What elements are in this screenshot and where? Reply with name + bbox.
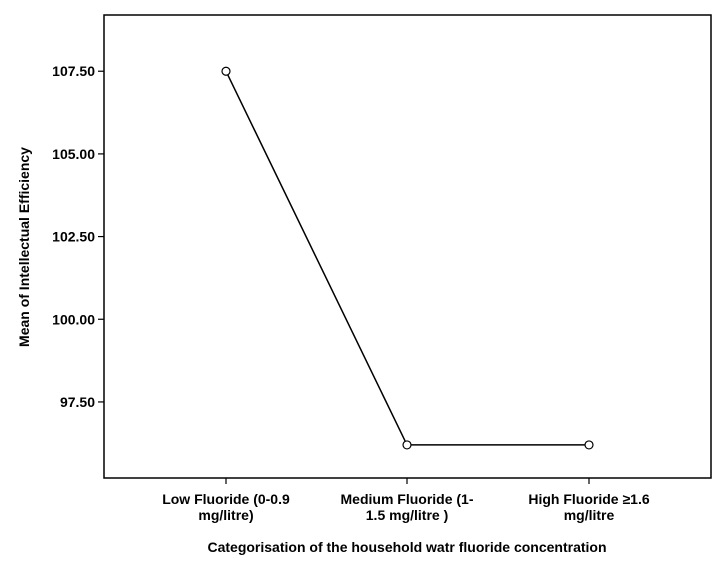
x-tick-label-line: Low Fluoride (0-0.9 (162, 491, 290, 507)
y-axis: 97.50 100.00 102.50 105.00 107.50 (52, 63, 104, 410)
y-tick-label: 105.00 (52, 146, 95, 162)
x-tick-label-line: mg/litre) (198, 507, 253, 523)
x-tick-label-line: mg/litre (564, 507, 615, 523)
y-tick-label: 107.50 (52, 63, 95, 79)
x-axis: Low Fluoride (0-0.9 mg/litre) Medium Fluor… (162, 478, 650, 523)
data-point (584, 440, 594, 450)
x-tick-label: Low Fluoride (0-0.9 mg/litre) (162, 491, 290, 523)
plot-frame (103, 14, 712, 479)
data-point (402, 440, 412, 450)
x-axis-title: Categorisation of the household watr flu… (207, 539, 606, 555)
series-path (225, 70, 589, 446)
x-tick-label: Medium Fluoride (1-1.5 mg/litre ) (341, 491, 474, 523)
y-tick-label: 102.50 (52, 229, 95, 245)
x-tick-label: High Fluoride ≥1.6 mg/litre (528, 491, 649, 523)
x-tick-label-line: 1.5 mg/litre ) (366, 507, 448, 523)
data-point (221, 66, 231, 76)
y-tick-label: 97.50 (60, 394, 95, 410)
x-tick-label-line: Medium Fluoride (1- (341, 491, 474, 507)
series-line (221, 66, 594, 450)
y-axis-title: Mean of Intellectual Efficiency (16, 147, 32, 347)
x-tick-label-line: High Fluoride ≥1.6 (528, 491, 649, 507)
y-tick-label: 100.00 (52, 311, 95, 327)
